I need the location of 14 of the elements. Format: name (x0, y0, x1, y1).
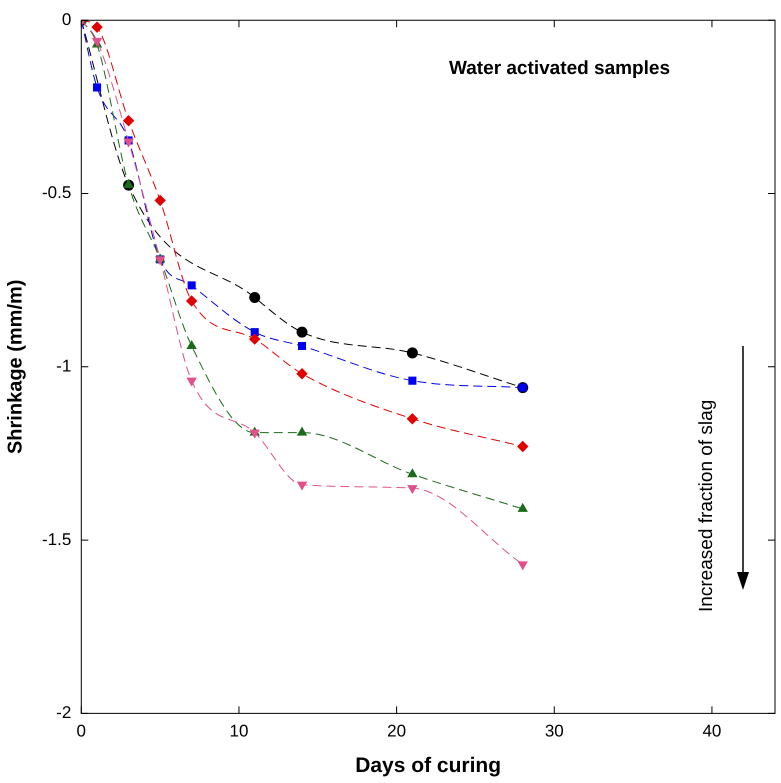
x-tick-label: 20 (387, 721, 406, 740)
x-axis-title: Days of curing (355, 754, 502, 778)
y-tick-label: -0.5 (42, 183, 72, 202)
y-tick-label: -2 (56, 703, 72, 722)
annotation: Water activated samples (449, 58, 670, 80)
y-axis-title: Shrinkage (mm/m) (4, 280, 27, 454)
x-tick-label: 30 (544, 721, 564, 740)
y-tick-label: 0 (62, 10, 72, 29)
x-tick-label: 10 (229, 721, 248, 740)
x-tick-label: 0 (76, 721, 86, 740)
y-tick-label: -1.5 (42, 530, 72, 549)
y-tick-label: -1 (56, 356, 72, 376)
x-tick-label: 40 (702, 721, 722, 740)
annotation: Increased fraction of slag (696, 400, 718, 612)
